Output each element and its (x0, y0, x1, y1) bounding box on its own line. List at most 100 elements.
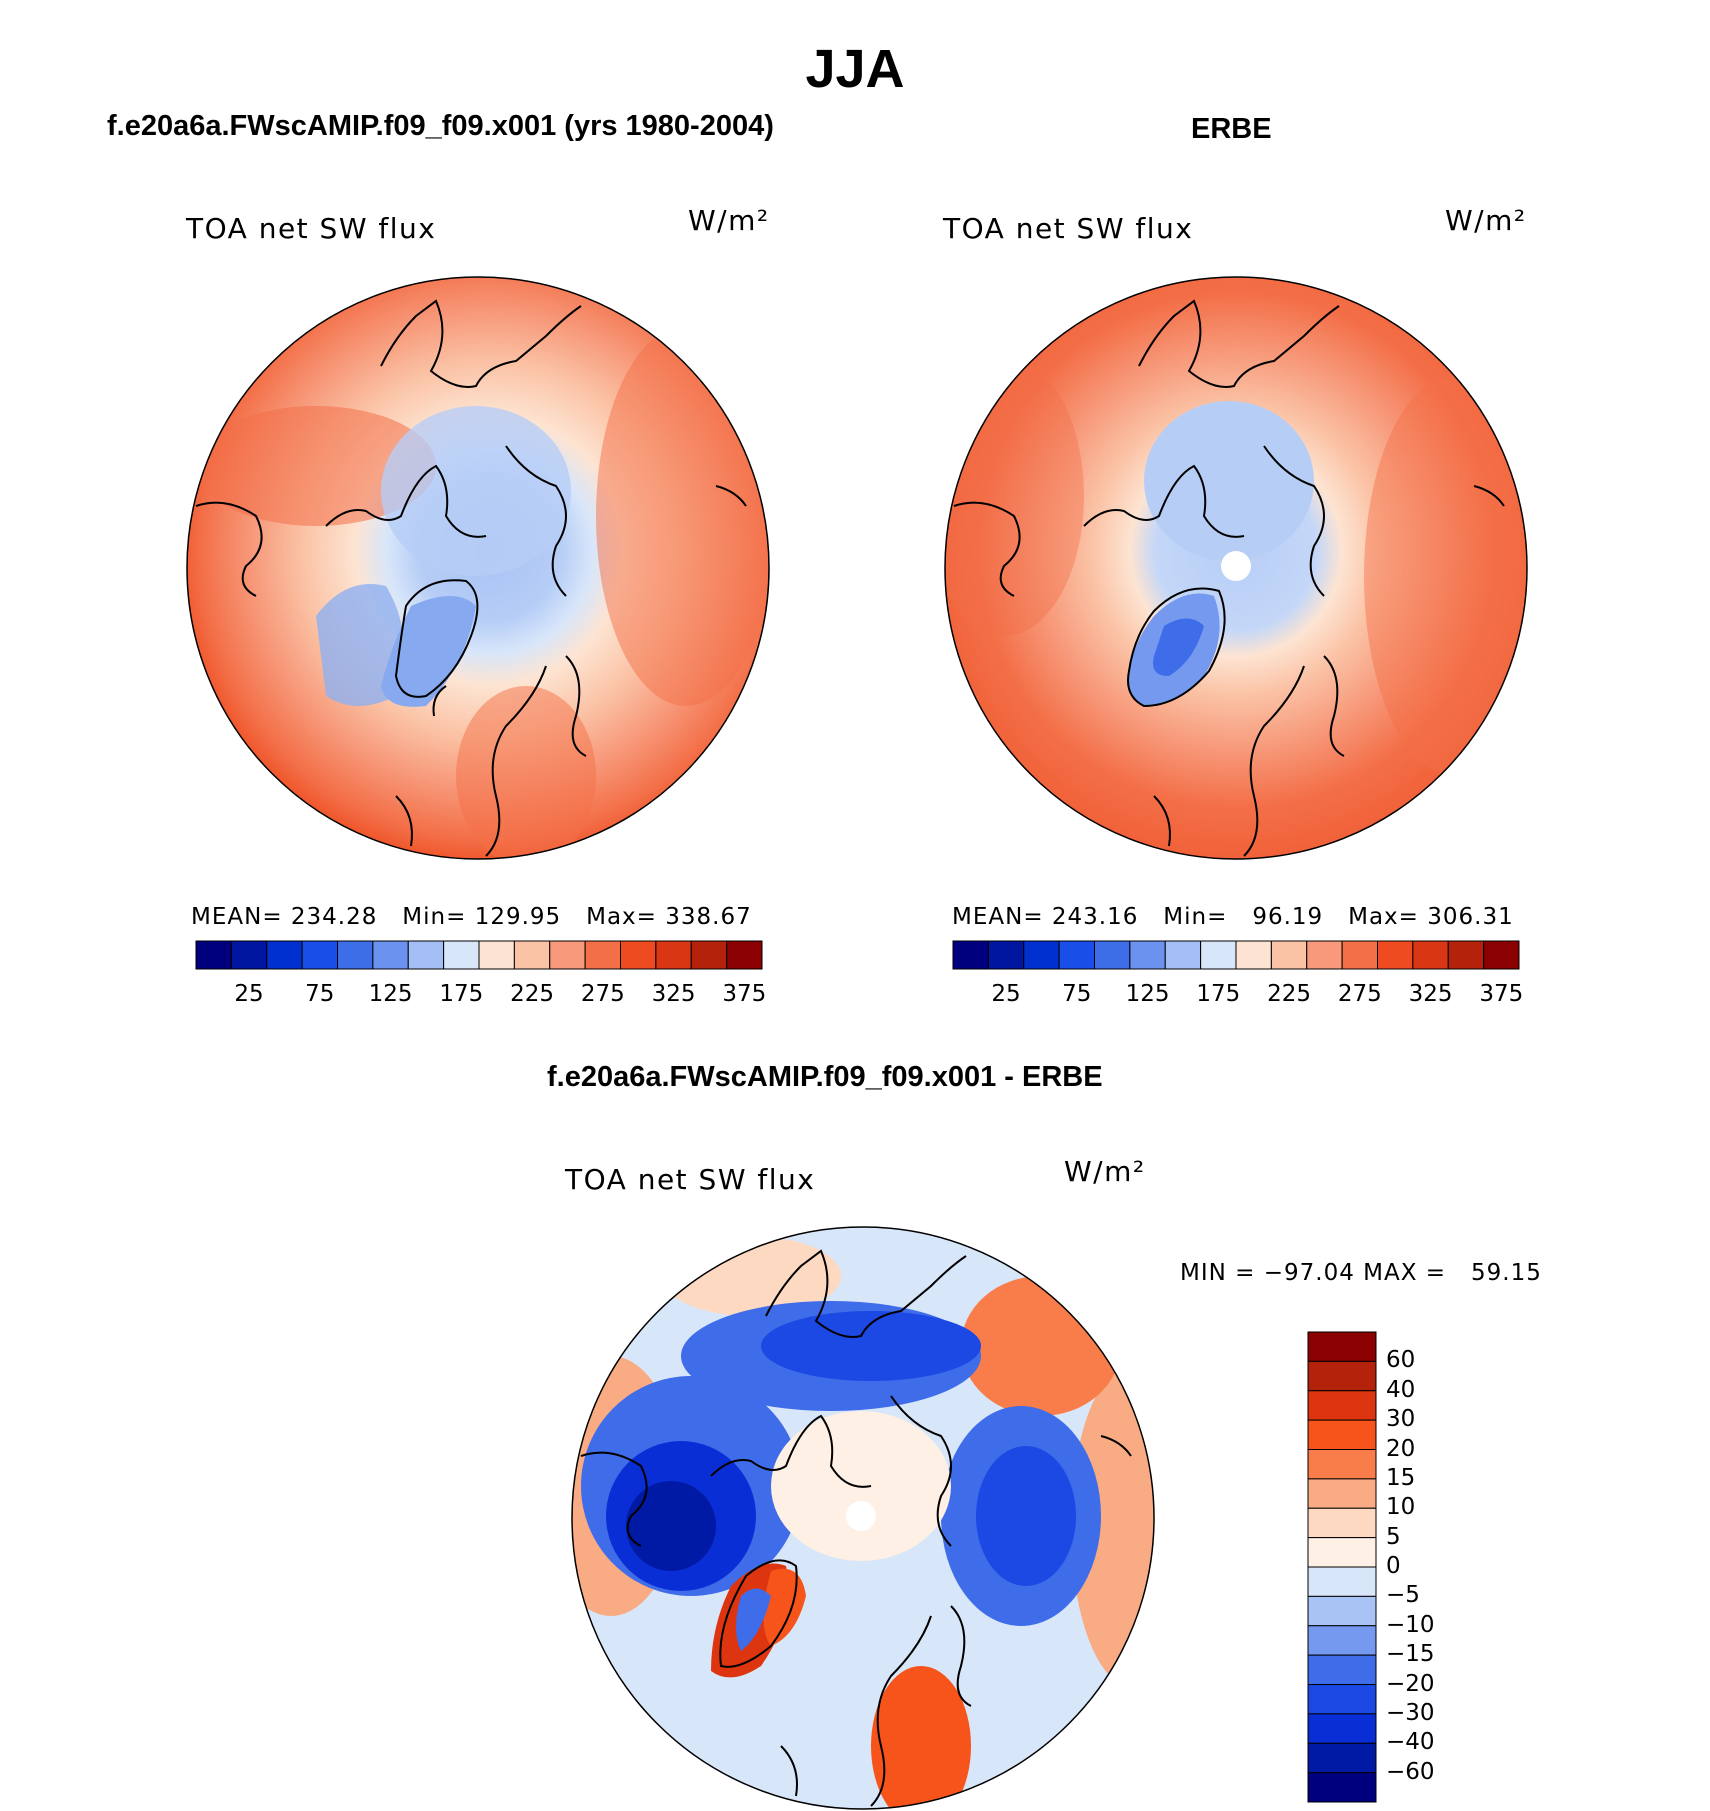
panel-1-coastlines (195, 299, 747, 857)
panel-2-units-label: W/m² (1445, 204, 1527, 237)
colorbar-swatch (1307, 1713, 1377, 1744)
panel-3-colorbar (1307, 1331, 1377, 1803)
colorbar-tick-label: 5 (1386, 1523, 1401, 1550)
colorbar-swatch (1307, 1625, 1377, 1656)
figure-title: JJA (805, 39, 905, 99)
colorbar-tick-label: −20 (1386, 1670, 1435, 1697)
colorbar-tick-label: 75 (305, 981, 335, 1007)
colorbar-tick-label: 25 (991, 981, 1021, 1007)
colorbar-tick-label: 40 (1386, 1376, 1416, 1403)
panel-1-units-label: W/m² (688, 204, 770, 237)
panel-1-variable-label: TOA net SW flux (186, 212, 437, 245)
panel-3-minmax-label: MIN = −97.04 MAX = 59.15 (1180, 1260, 1542, 1286)
colorbar-swatch (337, 940, 374, 970)
panel-2-colorbar (952, 940, 1520, 970)
colorbar-swatch (266, 940, 303, 970)
colorbar-swatch (513, 940, 551, 970)
colorbar-swatch (1094, 940, 1131, 970)
colorbar-swatch (987, 940, 1025, 970)
colorbar-swatch (1307, 1390, 1377, 1421)
colorbar-tick-label: 225 (510, 981, 555, 1007)
colorbar-swatch (1058, 940, 1095, 970)
colorbar-tick-label: 30 (1386, 1406, 1416, 1433)
colorbar-swatch (1307, 1684, 1377, 1715)
panel-3-title: f.e20a6a.FWscAMIP.f09_f09.x001 - ERBE (547, 1061, 1103, 1093)
colorbar-swatch (1306, 940, 1343, 970)
panel-2-colorbar-ticks: 25 75 125 175 225 275 325 375 (953, 981, 1523, 1011)
colorbar-swatch (1483, 940, 1520, 970)
colorbar-swatch (1164, 940, 1202, 970)
colorbar-tick-label: −15 (1386, 1641, 1435, 1668)
panel-3-variable-label: TOA net SW flux (565, 1163, 816, 1196)
colorbar-swatch (1307, 1360, 1377, 1392)
panel-3-polar-map (571, 1226, 1155, 1810)
panel-1-colorbar (195, 940, 763, 970)
colorbar-swatch (1341, 940, 1378, 970)
colorbar-swatch (620, 940, 657, 970)
colorbar-tick-label: 0 (1386, 1553, 1401, 1579)
colorbar-tick-label: 275 (1337, 981, 1382, 1007)
colorbar-swatch (1307, 1331, 1377, 1362)
panel-1-stats: MEAN= 234.28 Min= 129.95 Max= 338.67 (191, 904, 752, 930)
colorbar-tick-label: 20 (1386, 1435, 1416, 1462)
colorbar-swatch (1307, 1654, 1377, 1685)
panel-1-title: f.e20a6a.FWscAMIP.f09_f09.x001 (yrs 1980… (107, 110, 774, 142)
panel-1-polar-map (186, 276, 770, 860)
colorbar-tick-label: −60 (1386, 1758, 1435, 1785)
colorbar-tick-label: −30 (1386, 1699, 1435, 1726)
colorbar-swatch (1307, 1537, 1377, 1568)
colorbar-tick-label: 225 (1267, 981, 1312, 1007)
colorbar-tick-label: 15 (1386, 1464, 1416, 1491)
colorbar-swatch (1270, 940, 1308, 970)
colorbar-tick-label: 125 (1125, 981, 1170, 1007)
colorbar-swatch (443, 940, 480, 970)
colorbar-tick-label: −5 (1386, 1582, 1420, 1609)
colorbar-swatch (1307, 1566, 1377, 1597)
colorbar-swatch (1023, 940, 1060, 970)
colorbar-swatch (195, 940, 232, 970)
colorbar-swatch (1307, 1742, 1377, 1774)
panel-3-colorbar-ticks: 60 40 30 20 15 10 5 0 −5 −10 −15 −20 −30 −40 −60 (1386, 1332, 1466, 1802)
colorbar-tick-label: 375 (722, 981, 767, 1007)
colorbar-swatch (1235, 940, 1272, 970)
panel-1-colorbar-ticks: 25 75 125 175 225 275 325 375 (196, 981, 766, 1011)
colorbar-swatch (1307, 1507, 1377, 1539)
colorbar-tick-label: 60 (1386, 1347, 1416, 1374)
colorbar-swatch (1307, 1419, 1377, 1450)
colorbar-swatch (301, 940, 338, 970)
panel-2-polar-map (944, 276, 1528, 860)
colorbar-swatch (690, 940, 728, 970)
colorbar-tick-label: 75 (1062, 981, 1092, 1007)
colorbar-swatch (726, 940, 763, 970)
colorbar-swatch (952, 940, 989, 970)
colorbar-swatch (1307, 1772, 1377, 1803)
panel-2-coastlines (953, 299, 1505, 857)
colorbar-tick-label: 175 (439, 981, 484, 1007)
colorbar-swatch (1377, 940, 1414, 970)
colorbar-swatch (1307, 1595, 1377, 1627)
panel-2-stats: MEAN= 243.16 Min= 96.19 Max= 306.31 (952, 904, 1514, 930)
colorbar-swatch (1412, 940, 1449, 970)
colorbar-swatch (584, 940, 621, 970)
colorbar-swatch (1307, 1449, 1377, 1480)
panel-3-coastlines (580, 1249, 1132, 1807)
colorbar-tick-label: 325 (1408, 981, 1453, 1007)
panel-2-variable-label: TOA net SW flux (943, 212, 1194, 245)
colorbar-tick-label: 325 (651, 981, 696, 1007)
colorbar-swatch (1307, 1478, 1377, 1509)
colorbar-swatch (549, 940, 586, 970)
panel-2-title: ERBE (1191, 113, 1272, 145)
colorbar-tick-label: 25 (234, 981, 264, 1007)
colorbar-tick-label: 10 (1386, 1494, 1416, 1521)
panel-3-units-label: W/m² (1064, 1155, 1146, 1188)
colorbar-swatch (1200, 940, 1237, 970)
colorbar-tick-label: −10 (1386, 1611, 1435, 1638)
colorbar-tick-label: 275 (580, 981, 625, 1007)
colorbar-swatch (407, 940, 445, 970)
colorbar-tick-label: 175 (1196, 981, 1241, 1007)
colorbar-swatch (372, 940, 409, 970)
colorbar-swatch (478, 940, 515, 970)
colorbar-swatch (230, 940, 268, 970)
colorbar-swatch (1447, 940, 1485, 970)
colorbar-swatch (1129, 940, 1166, 970)
